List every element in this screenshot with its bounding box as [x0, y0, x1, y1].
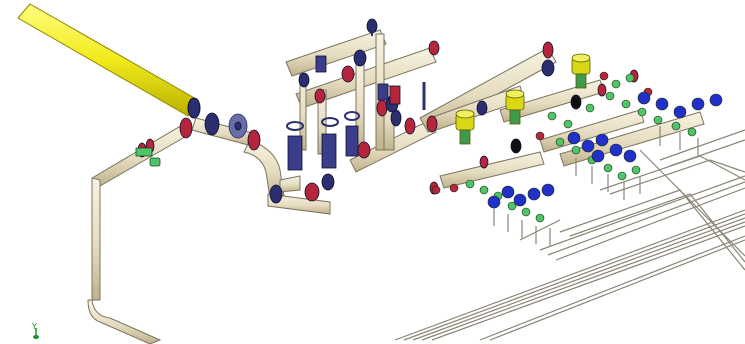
manifold-row-3-caps	[637, 91, 723, 119]
manifold-row-1-caps	[487, 183, 555, 209]
control-valve-actuator-icon	[505, 89, 525, 125]
control-valve-actuator-icon	[455, 109, 475, 145]
control-valves[interactable]	[455, 53, 591, 145]
manifold-row-2-caps	[567, 131, 637, 163]
axis-label-y: Y	[31, 322, 37, 331]
gate-valves[interactable]	[228, 20, 426, 171]
manifold-greens-extra	[547, 73, 635, 129]
manifold-row-2	[535, 131, 641, 181]
gate-valve-icon	[286, 121, 304, 171]
gate-valve-icon	[321, 117, 339, 169]
instrument-tubing-lower	[394, 129, 745, 341]
yellow-supply-pipe	[17, 3, 201, 119]
manifold-row-3	[599, 71, 697, 137]
manifold-row-1	[431, 179, 545, 223]
gate-valve-icon	[344, 111, 360, 157]
branch-valve[interactable]	[135, 147, 161, 167]
gate-valve-icon	[315, 55, 401, 105]
hand-wheel-icon	[228, 113, 248, 139]
control-valve-actuator-icon	[571, 53, 591, 89]
instrument-manifolds[interactable]	[431, 71, 723, 246]
main-process-pipe	[87, 29, 705, 344]
axis-triad-icon: Y	[31, 322, 39, 339]
